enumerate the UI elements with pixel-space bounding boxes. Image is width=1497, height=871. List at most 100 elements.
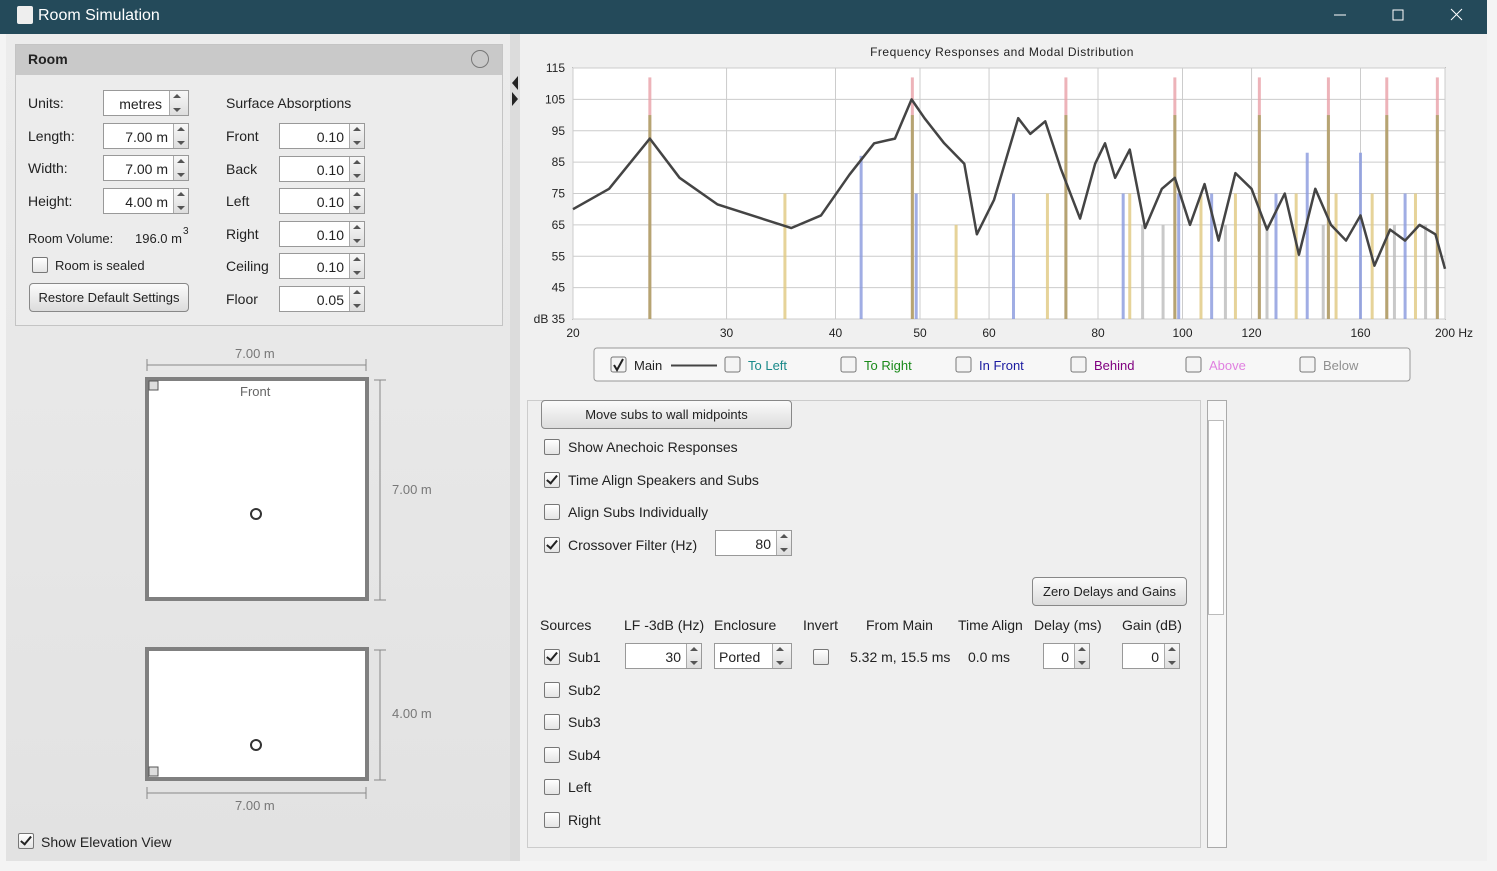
source-name: Sub4 [568, 746, 601, 763]
legend-checkbox[interactable] [1299, 356, 1316, 373]
collapse-button[interactable] [471, 50, 489, 68]
source-name: Right [568, 811, 601, 828]
legend-label: Main [634, 358, 662, 373]
dropdown-arrow[interactable] [772, 644, 791, 668]
mode-bar [1161, 224, 1165, 319]
mode-bar [648, 115, 652, 319]
close[interactable] [1450, 8, 1463, 21]
mode-bar [1199, 193, 1203, 319]
mode-bar [1011, 193, 1015, 319]
checkbox[interactable] [32, 257, 48, 273]
restore-button[interactable]: Restore Default Settings [29, 283, 189, 312]
legend-checkbox[interactable] [1070, 356, 1087, 373]
checkbox[interactable] [544, 681, 560, 698]
spinner[interactable] [349, 189, 364, 213]
room-plan [145, 359, 386, 799]
checkbox[interactable] [544, 714, 560, 730]
field[interactable]: 0.05 [279, 285, 365, 312]
checkbox[interactable] [544, 439, 560, 455]
field[interactable]: 7.00 m [103, 155, 189, 181]
spinner[interactable] [349, 124, 364, 148]
dropdown-arrow[interactable] [169, 91, 188, 115]
spinner[interactable] [173, 189, 188, 213]
source-name: Left [568, 779, 592, 795]
field[interactable]: metres [103, 90, 189, 116]
surface-label: Back [226, 160, 258, 177]
field-label: Length: [28, 128, 75, 144]
zero-button[interactable]: Zero Delays and Gains [1032, 577, 1187, 606]
mode-bar [1358, 152, 1362, 319]
mode-bar [1403, 193, 1407, 319]
x-tick-label: 30 [720, 326, 734, 340]
checkbox[interactable] [544, 649, 560, 665]
maximize[interactable] [1392, 9, 1404, 21]
column-header: Sources [540, 617, 592, 633]
column-header: Time Align [958, 617, 1023, 633]
field[interactable]: 80 [715, 530, 792, 556]
mode-bar [1413, 193, 1417, 319]
legend-checkbox[interactable] [610, 356, 627, 373]
field[interactable]: 0 [1122, 643, 1180, 669]
spinner[interactable] [349, 286, 364, 311]
option-label: Align Subs Individually [568, 504, 709, 520]
checkbox[interactable] [544, 746, 560, 763]
checkbox[interactable] [544, 779, 560, 795]
field-label: Height: [28, 193, 73, 209]
window-controls[interactable] [1320, 0, 1487, 34]
mode-bar [1173, 115, 1177, 319]
field-label: Units: [28, 95, 64, 111]
field[interactable]: 0.10 [279, 123, 365, 149]
column-header: LF -3dB (Hz) [624, 617, 705, 633]
field[interactable]: 30 [625, 643, 702, 669]
mode-bar [1223, 224, 1227, 319]
field[interactable]: 0.10 [279, 220, 365, 247]
checkbox[interactable] [544, 504, 560, 520]
legend-checkbox[interactable] [724, 356, 741, 373]
y-tick-label: 115 [546, 61, 565, 75]
spinner[interactable] [349, 221, 364, 246]
spinner[interactable] [173, 156, 188, 180]
x-tick-label: 20 [566, 326, 580, 340]
x-tick-label: 120 [1242, 326, 1262, 340]
field[interactable]: 4.00 m [103, 188, 189, 214]
x-tick-label: 60 [982, 326, 996, 340]
y-tick-label: dB 35 [534, 312, 566, 326]
field[interactable]: 0 [1043, 643, 1090, 669]
checkbox[interactable] [544, 471, 560, 488]
move-button[interactable]: Move subs to wall midpoints [541, 400, 792, 429]
spinner[interactable] [349, 254, 364, 278]
frequency-chart: Frequency Responses and Modal Distributi… [534, 45, 1473, 382]
field[interactable]: 0.10 [279, 155, 365, 182]
field[interactable]: 0.10 [279, 253, 365, 279]
splitter-arrows[interactable] [510, 76, 520, 108]
spinner[interactable] [1074, 644, 1089, 668]
spinner[interactable] [173, 124, 188, 148]
spinner[interactable] [776, 531, 791, 555]
splitter[interactable] [510, 34, 520, 861]
spinner[interactable] [686, 644, 701, 668]
source-name: Sub2 [568, 681, 601, 698]
field[interactable]: Ported [714, 643, 792, 669]
spinner[interactable] [349, 156, 364, 181]
sealed-label: Room is sealed [55, 258, 145, 273]
spinner[interactable] [1164, 644, 1179, 668]
field[interactable]: 7.00 m [103, 123, 189, 149]
checkbox[interactable] [813, 649, 829, 665]
volume-exponent: 3 [183, 226, 189, 237]
legend-checkbox[interactable] [1185, 356, 1202, 373]
checkbox[interactable] [18, 833, 34, 849]
surface-label: Right [226, 225, 259, 242]
volume: 196.0 m [135, 231, 182, 246]
legend-checkbox[interactable] [955, 356, 972, 373]
y-tick-label: 105 [545, 92, 565, 106]
mode-bar [1334, 193, 1338, 319]
checkbox[interactable] [544, 536, 560, 553]
checkbox[interactable] [544, 811, 560, 828]
field[interactable]: 0.10 [279, 188, 365, 214]
mode-bar [1435, 115, 1439, 319]
response-line [572, 98, 1447, 270]
scroll-thumb[interactable] [1208, 420, 1224, 615]
mode-bar [1257, 115, 1261, 319]
legend-checkbox[interactable] [840, 356, 857, 373]
